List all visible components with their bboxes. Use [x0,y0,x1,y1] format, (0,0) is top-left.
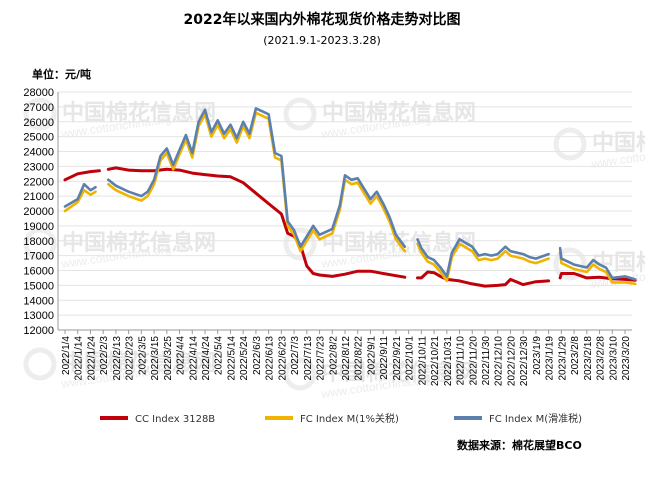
x-tick-label: 2023/1/9 [532,336,543,375]
data-source: 数据来源：棉花展望BCO [457,438,582,452]
watermark-logo [553,247,587,281]
chart-title: 2022年以来国内外棉花现货价格走势对比图 [184,11,461,28]
series-line-1 [558,251,637,286]
x-tick-label: 2022/9/11 [379,336,390,380]
x-tick-label: 2022/5/4 [214,336,225,375]
watermark-logo [553,127,587,161]
x-tick-label: 2022/10/31 [443,336,454,386]
watermark-logo [23,227,57,261]
x-tick-label: 2022/1/24 [86,336,97,381]
y-axis-ticks: 12000 13000 14000 15000 16000 17000 18000 19000… [23,87,54,337]
y-tick-label: 27000 [23,102,54,114]
legend-label-fc-1pct: FC Index M(1%关税) [300,412,399,425]
x-tick-label: 2022/1/14 [74,336,85,381]
y-tick-label: 21000 [23,191,54,203]
y-tick-label: 18000 [23,236,54,248]
x-tick-label: 2022/11/20 [468,336,479,386]
series-line-0 [558,272,637,282]
x-tick-label: 2023/2/28 [596,336,607,381]
x-tick-label: 2022/3/5 [137,336,148,375]
x-tick-label: 2023/3/20 [621,336,632,381]
watermark-logo [23,347,57,381]
y-tick-label: 20000 [23,206,54,218]
watermark-logo [283,97,317,131]
x-tick-label: 2023/2/18 [583,336,594,381]
x-tick-label: 2022/9/1 [366,336,377,375]
y-tick-label: 24000 [23,147,54,159]
watermark-brand: 中国棉花信息网 [62,350,216,376]
y-tick-label: 12000 [23,325,54,337]
x-tick-label: 2023/1/19 [545,336,556,381]
x-tick-label: 2022/6/13 [265,336,276,381]
watermark-logo [23,97,57,131]
series-line-1 [416,242,550,283]
y-tick-label: 16000 [23,266,54,278]
legend: CC Index 3128B FC Index M(1%关税) FC Index… [100,412,582,425]
x-tick-label: 2022/8/22 [354,336,365,381]
series-line-2 [416,238,550,278]
x-tick-label: 2022/9/21 [392,336,403,381]
x-tick-label: 2022/4/4 [176,336,187,375]
x-tick-label: 2022/7/13 [303,336,314,381]
series-line-1 [63,188,97,213]
chart-subtitle: (2021.9.1-2023.3.28) [263,34,381,47]
y-tick-label: 25000 [23,132,54,144]
x-tick-label: 2022/7/3 [290,336,301,375]
x-tick-label: 2022/10/21 [430,336,441,386]
y-tick-label: 26000 [23,117,54,129]
watermark-brand: 中国棉花信息网 [322,360,476,386]
watermark-logo [283,227,317,261]
x-tick-label: 2022/11/10 [456,336,467,386]
x-tick-label: 2022/10/1 [405,336,416,381]
x-tick-label: 2022/2/13 [112,336,123,381]
series-line-2 [107,107,407,248]
watermark-logo [283,357,317,391]
x-tick-label: 2022/8/12 [341,336,352,381]
x-tick-label: 2022/1/4 [61,336,72,375]
x-tick-label: 2022/4/14 [188,336,199,381]
x-tick-label: 2022/6/3 [252,336,263,375]
y-tick-label: 19000 [23,221,54,233]
x-tick-label: 2022/5/14 [226,336,237,381]
x-tick-label: 2022/3/15 [150,336,161,381]
series-line-0 [416,270,551,288]
y-tick-label: 17000 [23,251,54,263]
y-tick-label: 14000 [23,295,54,307]
watermark-brand: 中国棉花信息网 [592,250,645,276]
x-tick-label: 2022/6/23 [277,336,288,381]
y-tick-label: 28000 [23,87,54,99]
x-tick-label: 2022/12/30 [519,336,530,386]
legend-label-fc-slide: FC Index M(滑准税) [489,412,582,425]
x-tick-label: 2022/11/30 [481,336,492,386]
x-tick-label: 2022/7/23 [316,336,327,381]
x-tick-label: 2022/5/24 [239,336,250,381]
x-tick-label: 2022/4/24 [201,336,212,381]
y-grid [58,91,632,331]
x-tick-label: 2023/3/10 [608,336,619,381]
legend-label-cc: CC Index 3128B [135,414,215,425]
unit-label: 单位：元/吨 [32,67,91,81]
watermark-brand: 中国棉花信息网 [62,230,216,256]
x-axis-ticks: 2022/1/4 2022/1/14 2022/1/24 2022/2/3 2022/2… [61,330,632,386]
x-tick-label: 2022/8/2 [328,336,339,375]
series-line-2 [558,246,637,281]
series-line-2 [63,182,97,208]
x-tick-label: 2022/12/20 [506,336,517,386]
x-tick-label: 2023/1/29 [557,336,568,381]
y-tick-label: 13000 [23,310,54,322]
x-tick-label: 2022/10/11 [417,336,428,386]
x-tick-label: 2023/2/8 [570,336,581,375]
x-tick-label: 2022/2/23 [125,336,136,381]
series-line-0 [106,166,407,279]
y-tick-label: 22000 [23,176,54,188]
x-tick-label: 2022/3/25 [163,336,174,381]
y-tick-label: 15000 [23,280,54,292]
series-line-0 [63,169,101,182]
series-lines [63,107,637,288]
y-tick-label: 23000 [23,161,54,173]
x-tick-label: 2022/2/3 [99,336,110,375]
x-tick-label: 2022/12/10 [494,336,505,386]
